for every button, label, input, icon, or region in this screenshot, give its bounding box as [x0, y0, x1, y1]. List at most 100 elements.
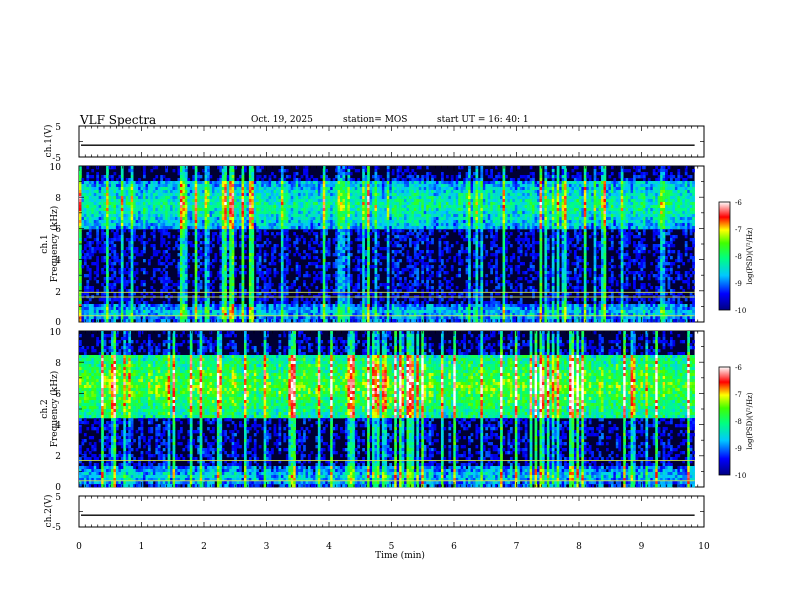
- spectrogram-cell: [375, 241, 378, 244]
- spectrogram-cell: [323, 166, 326, 169]
- spectrogram-cell: [160, 196, 163, 199]
- spectrogram-cell: [113, 199, 116, 202]
- spectrogram-cell: [261, 307, 264, 310]
- spectrogram-cell: [195, 262, 198, 265]
- spectrogram-cell: [379, 304, 382, 307]
- spectrogram-cell: [182, 202, 185, 205]
- spectrogram-cell: [323, 220, 326, 223]
- spectrogram-cell: [239, 226, 242, 229]
- spectrogram-cell: [387, 250, 390, 253]
- spectrogram-cell: [106, 250, 109, 253]
- spectrogram-cell: [271, 259, 274, 262]
- spectrogram-cell: [242, 214, 245, 217]
- spectrogram-cell: [190, 214, 193, 217]
- spectrogram-cell: [256, 175, 259, 178]
- spectrogram-cell: [293, 244, 296, 247]
- spectrogram-cell: [281, 184, 284, 187]
- spectrogram-cell: [333, 220, 336, 223]
- spectrogram-cell: [109, 238, 112, 241]
- spectrogram-cell: [91, 310, 94, 313]
- spectrogram-cell: [182, 277, 185, 280]
- spectrogram-cell: [379, 262, 382, 265]
- spectrogram-cell: [155, 181, 158, 184]
- spectrogram-cell: [286, 229, 289, 232]
- spectrogram-cell: [109, 268, 112, 271]
- spectrogram-cell: [190, 310, 193, 313]
- spectrogram-cell: [286, 223, 289, 226]
- spectrogram-cell: [101, 316, 104, 319]
- spectrogram-cell: [232, 271, 235, 274]
- spectrogram-cell: [315, 181, 318, 184]
- spectrogram-cell: [141, 319, 144, 322]
- spectrogram-cell: [138, 223, 141, 226]
- spectrogram-cell: [84, 196, 87, 199]
- spectrogram-cell: [338, 190, 341, 193]
- spectrogram-cell: [325, 244, 328, 247]
- spectrogram-cell: [113, 304, 116, 307]
- spectrogram-cell: [342, 286, 345, 289]
- spectrogram-cell: [335, 223, 338, 226]
- spectrogram-cell: [325, 304, 328, 307]
- spectrogram-cell: [163, 220, 166, 223]
- spectrogram-cell: [254, 256, 257, 259]
- spectrogram-cell: [276, 181, 279, 184]
- spectrogram-cell: [249, 244, 252, 247]
- spectrogram-cell: [165, 181, 168, 184]
- spectrogram-cell: [178, 226, 181, 229]
- spectrogram-cell: [323, 259, 326, 262]
- spectrogram-cell: [121, 193, 124, 196]
- spectrogram-cell: [84, 256, 87, 259]
- spectrogram-cell: [345, 262, 348, 265]
- spectrogram-cell: [308, 193, 311, 196]
- spectrogram-cell: [118, 277, 121, 280]
- spectrogram-cell: [254, 205, 257, 208]
- spectrogram-cell: [207, 217, 210, 220]
- spectrogram-cell: [246, 196, 249, 199]
- spectrogram-cell: [143, 184, 146, 187]
- spectrogram-cell: [296, 202, 299, 205]
- spectrogram-cell: [212, 280, 215, 283]
- spectrogram-cell: [402, 307, 405, 310]
- spectrogram-cell: [259, 238, 262, 241]
- spectrogram-cell: [89, 244, 92, 247]
- spectrogram-cell: [264, 214, 267, 217]
- spectrogram-cell: [224, 223, 227, 226]
- spectrogram-cell: [168, 223, 171, 226]
- spectrogram-cell: [389, 307, 392, 310]
- spectrogram-cell: [350, 214, 353, 217]
- spectrogram-cell: [340, 178, 343, 181]
- spectrogram-cell: [111, 247, 114, 250]
- spectrogram-cell: [387, 247, 390, 250]
- spectrogram-cell: [104, 220, 107, 223]
- spectrogram-cell: [362, 199, 365, 202]
- spectrogram-cell: [340, 238, 343, 241]
- spectrogram-cell: [286, 298, 289, 301]
- spectrogram-cell: [256, 277, 259, 280]
- spectrogram-cell: [379, 211, 382, 214]
- spectrogram-cell: [397, 205, 400, 208]
- spectrogram-cell: [113, 238, 116, 241]
- spectrogram-cell: [367, 235, 370, 238]
- spectrogram-cell: [335, 310, 338, 313]
- spectrogram-cell: [355, 211, 358, 214]
- spectrogram-cell: [350, 187, 353, 190]
- spectrogram-cell: [232, 241, 235, 244]
- spectrogram-cell: [249, 229, 252, 232]
- spectrogram-cell: [239, 214, 242, 217]
- spectrogram-cell: [79, 265, 82, 268]
- spectrogram-cell: [79, 316, 82, 319]
- spectrogram-cell: [313, 223, 316, 226]
- spectrogram-cell: [195, 310, 198, 313]
- spectrogram-cell: [234, 196, 237, 199]
- spectrogram-cell: [256, 229, 259, 232]
- spectrogram-cell: [111, 187, 114, 190]
- spectrogram-cell: [210, 181, 213, 184]
- spectrogram-cell: [173, 247, 176, 250]
- spectrogram-cell: [116, 181, 119, 184]
- spectrogram-cell: [362, 172, 365, 175]
- spectrogram-cell: [79, 220, 82, 223]
- spectrogram-cell: [205, 202, 208, 205]
- spectrogram-cell: [325, 208, 328, 211]
- spectrogram-cell: [298, 310, 301, 313]
- spectrogram-cell: [170, 262, 173, 265]
